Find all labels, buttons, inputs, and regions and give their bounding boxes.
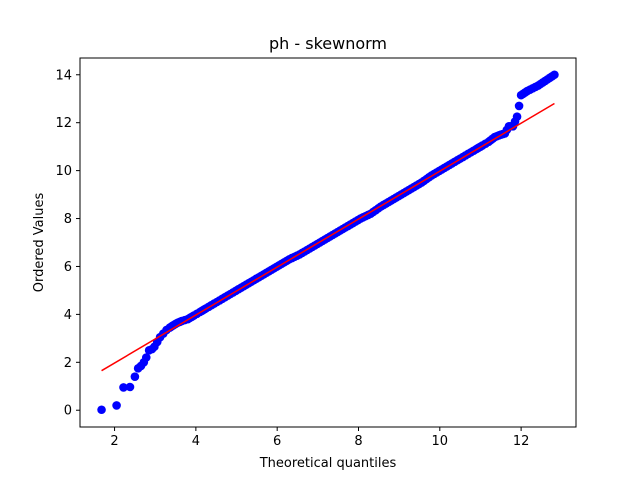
y-tick-label: 6 — [64, 260, 72, 275]
x-axis-ticks: 2 4 6 8 10 12 — [110, 427, 529, 449]
data-point — [112, 401, 121, 410]
plot-layer — [97, 70, 559, 415]
y-tick-label: 0 — [64, 404, 72, 419]
y-tick-label: 14 — [55, 68, 72, 83]
y-tick-label: 10 — [55, 164, 72, 179]
x-tick-label: 12 — [513, 434, 530, 449]
x-tick-label: 2 — [110, 434, 118, 449]
data-point — [130, 372, 140, 381]
plot-frame — [79, 57, 577, 428]
data-point — [141, 353, 151, 362]
data-point — [512, 112, 522, 121]
data-point — [119, 383, 128, 392]
fit-line — [101, 102, 555, 372]
x-tick-label: 4 — [192, 434, 200, 449]
y-tick-label: 12 — [55, 116, 72, 131]
y-axis-label: Ordered Values — [32, 193, 47, 293]
y-tick-label: 4 — [64, 308, 72, 323]
data-point — [125, 382, 135, 392]
y-axis-ticks: 0 2 4 6 8 10 12 14 — [55, 68, 80, 419]
data-point — [514, 101, 524, 111]
data-point — [97, 405, 106, 415]
data-point — [550, 70, 559, 80]
y-tick-label: 2 — [64, 356, 72, 371]
x-tick-label: 6 — [273, 434, 281, 449]
y-tick-label: 8 — [64, 212, 72, 227]
x-axis-label: Theoretical quantiles — [259, 456, 397, 471]
chart-title: ph - skewnorm — [269, 34, 387, 53]
x-tick-label: 10 — [432, 434, 449, 449]
x-tick-label: 8 — [354, 434, 362, 449]
